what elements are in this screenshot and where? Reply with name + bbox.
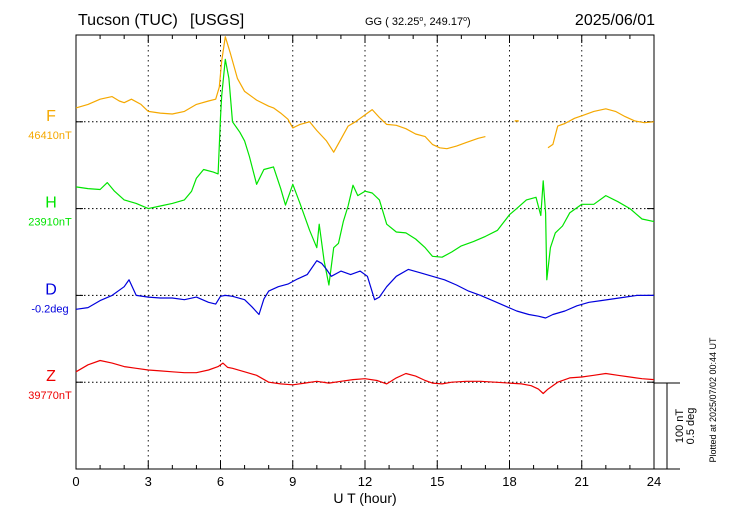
x-tick-label-3: 3 xyxy=(145,474,152,489)
series-D-letter: D xyxy=(45,281,57,298)
series-Z-line-0 xyxy=(75,359,655,395)
coordinates-label: GG ( 32.25o, 249.17o) xyxy=(365,16,471,28)
series-H-letter: H xyxy=(45,195,57,212)
series-F-line-0 xyxy=(75,36,486,153)
station-title: Tucson (TUC) xyxy=(78,12,178,29)
scale-bar-deg-label: 0.5 deg xyxy=(685,408,697,445)
network-label: [USGS] xyxy=(190,12,244,29)
series-group xyxy=(75,36,655,395)
x-tick-label-18: 18 xyxy=(502,474,516,489)
series-H-line-0 xyxy=(75,58,655,286)
grid-group xyxy=(76,35,654,469)
x-tick-label-6: 6 xyxy=(217,474,224,489)
series-D-baseline-value: -0.2deg xyxy=(31,303,68,315)
date-label: 2025/06/01 xyxy=(575,12,655,29)
x-tick-label-24: 24 xyxy=(647,474,661,489)
scale-bar-nt-label: 100 nT xyxy=(674,409,686,444)
series-Z-baseline-value: 39770nT xyxy=(28,390,72,402)
x-tick-label-0: 0 xyxy=(72,474,79,489)
series-F-baseline-value: 46410nT xyxy=(28,130,72,142)
x-tick-label-15: 15 xyxy=(430,474,444,489)
x-tick-label-9: 9 xyxy=(289,474,296,489)
series-D-line-0 xyxy=(75,260,654,319)
scale-bar: 100 nT 0.5 deg xyxy=(654,382,697,470)
series-H-baseline-value: 23910nT xyxy=(28,217,72,229)
x-tick-label-12: 12 xyxy=(358,474,372,489)
series-Z-letter: Z xyxy=(46,368,56,385)
series-F-letter: F xyxy=(46,108,56,125)
x-tick-group: 0 3 6 9 12 15 18 21 24 xyxy=(72,35,661,489)
x-tick-label-21: 21 xyxy=(575,474,589,489)
x-axis-label: U T (hour) xyxy=(333,490,396,506)
series-F-line-1 xyxy=(547,108,655,149)
series-label-group: F 46410nT H 23910nT D -0.2deg Z 39770nT xyxy=(28,108,72,402)
plotted-timestamp: Plotted at 2025/07/02 00:44 UT xyxy=(708,337,718,463)
